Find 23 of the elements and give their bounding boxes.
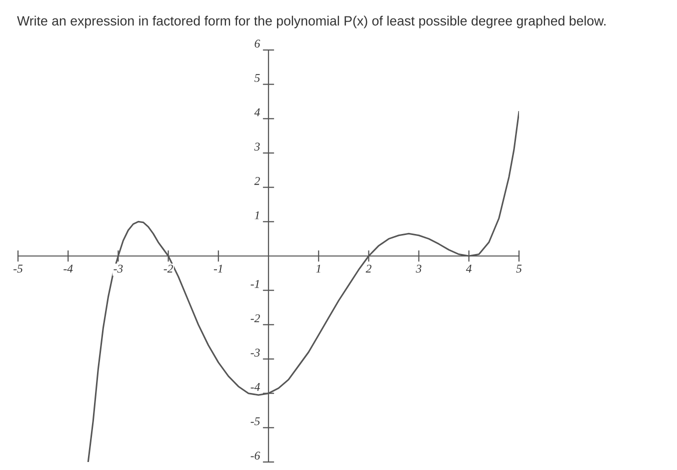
x-tick-label: -1 — [214, 264, 222, 273]
x-tick-label: -2 — [164, 264, 173, 273]
y-tick-label: 2 — [254, 177, 260, 185]
x-tick-label: 5 — [516, 264, 522, 273]
y-tick-label: 3 — [254, 142, 260, 151]
y-tick-label: -5 — [250, 417, 260, 426]
x-tick-label: -4 — [64, 264, 73, 273]
x-tick-label: 3 — [416, 264, 422, 273]
x-tick-label: 2 — [366, 264, 372, 273]
y-tick-label: 4 — [254, 108, 260, 116]
y-tick-label: 1 — [254, 211, 259, 220]
y-tick-label: -2 — [250, 314, 260, 322]
y-tick-label: -3 — [250, 348, 260, 357]
y-tick-label: -6 — [250, 452, 260, 460]
y-tick-label: -4 — [250, 383, 260, 391]
x-tick-label: 1 — [316, 264, 320, 273]
y-tick-label: 5 — [254, 74, 260, 82]
x-tick-label: -3 — [114, 264, 123, 273]
y-tick-label: -1 — [250, 280, 259, 288]
x-tick-label: 4 — [466, 264, 472, 273]
chart-title: Write an expression in factored form for the polynomial P(x) of least possible degree graphed below. — [17, 16, 606, 28]
y-tick-label: 6 — [254, 40, 260, 48]
x-tick-label: -5 — [14, 264, 23, 273]
